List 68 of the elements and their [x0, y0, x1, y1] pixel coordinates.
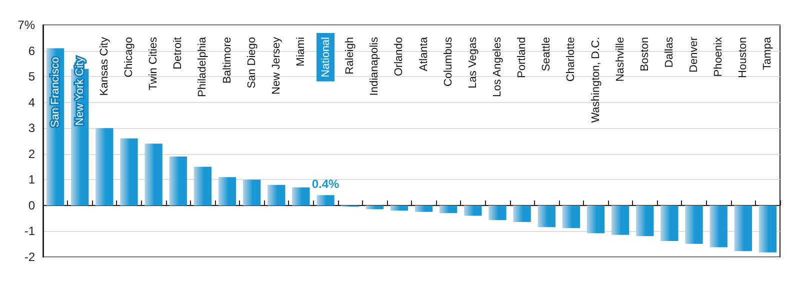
y-tick-label: 2 — [28, 146, 36, 161]
x-tick-label: Las Vegas — [466, 36, 479, 88]
x-tick-label: Phoenix — [712, 36, 725, 77]
x-tick-label: Dallas — [663, 36, 676, 68]
bar — [513, 205, 531, 222]
x-tick-label: Baltimore — [221, 37, 234, 84]
bar — [464, 205, 482, 216]
bar — [685, 205, 703, 244]
x-tick-label: Washington, D.C. — [590, 37, 602, 123]
x-tick-label: Chicago — [122, 37, 135, 78]
bar — [660, 205, 678, 242]
bar — [120, 138, 138, 206]
y-tick-label: 5 — [28, 70, 36, 84]
y-tick-label: 6 — [28, 44, 36, 58]
data-label: 0.4% — [312, 177, 340, 192]
bar — [169, 156, 187, 206]
y-tick-label: 7% — [18, 18, 36, 32]
x-tick-label: Denver — [688, 36, 700, 72]
bar — [488, 205, 506, 220]
bar — [242, 180, 261, 206]
x-tick-label: New Jersey — [270, 36, 282, 94]
bar — [562, 205, 580, 228]
x-tick-label: Twin Cities — [148, 36, 160, 90]
x-tick-label: Kansas City — [98, 36, 110, 96]
y-tick-label: 4 — [28, 95, 36, 110]
bar — [758, 205, 777, 252]
x-tick-label: Nashville — [614, 37, 626, 82]
y-tick-label: -1 — [24, 224, 36, 238]
y-tick-label: 3 — [28, 121, 36, 136]
bar — [144, 144, 162, 206]
bar — [218, 177, 236, 206]
x-tick-label: San Francisco — [49, 57, 62, 128]
bar — [316, 195, 334, 206]
bar — [538, 205, 556, 228]
x-tick-label: Detroit — [172, 37, 184, 70]
bar — [292, 187, 310, 206]
x-tick-label: Houston — [737, 37, 750, 78]
x-tick-label: Indianapolis — [368, 36, 381, 96]
bar — [611, 205, 630, 235]
x-tick-label: Columbus — [442, 36, 454, 87]
bar — [96, 128, 114, 206]
bar — [268, 184, 286, 206]
x-tick-label: Tampa — [762, 36, 774, 70]
bar — [636, 205, 654, 236]
x-tick-label: Charlotte — [565, 37, 578, 82]
x-tick-label: Seattle — [540, 37, 553, 72]
bar — [390, 205, 408, 211]
x-tick-label: Miami — [294, 37, 307, 66]
y-tick-label: 0 — [28, 198, 36, 212]
x-tick-label: Boston — [638, 37, 651, 72]
bar — [366, 205, 384, 210]
x-tick-label: Los Angeles — [491, 36, 504, 97]
x-tick-label: Atlanta — [418, 36, 430, 72]
y-tick-label: 1 — [28, 172, 36, 187]
x-tick-label: Philadelphia — [196, 36, 209, 97]
x-tick-label: New York City — [74, 56, 86, 126]
bar — [734, 205, 752, 252]
x-tick-label: Orlando — [393, 37, 406, 76]
bar — [194, 166, 212, 206]
bar — [440, 205, 458, 214]
x-tick-label: Raleigh — [344, 37, 356, 74]
bar — [414, 205, 433, 212]
bar — [710, 205, 728, 248]
x-tick-label: Portland — [516, 37, 528, 78]
bar — [586, 205, 605, 234]
y-tick-label: -2 — [24, 250, 36, 264]
x-tick-label: National — [320, 37, 332, 78]
x-tick-label: San Diego — [246, 37, 258, 88]
